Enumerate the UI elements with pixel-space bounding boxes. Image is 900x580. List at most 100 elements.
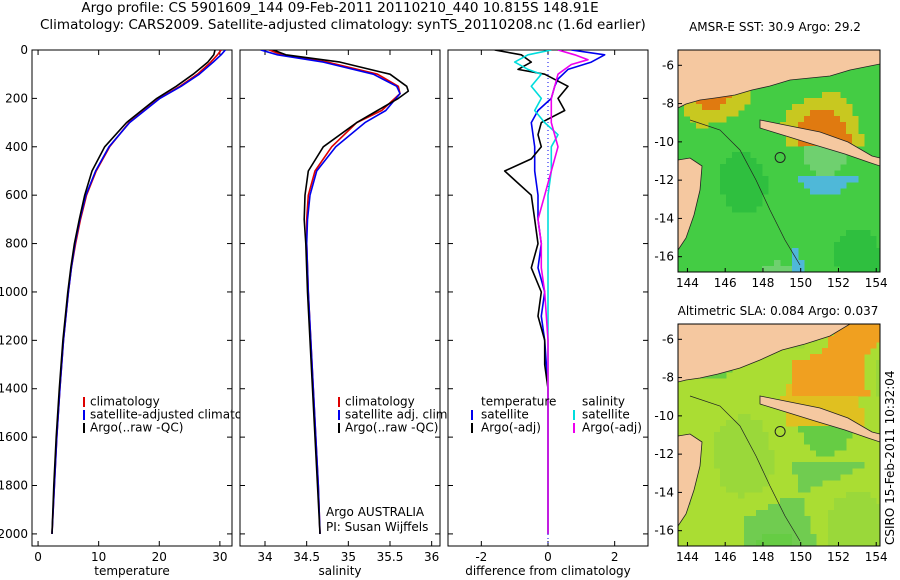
map-cell xyxy=(834,516,841,523)
map-cell xyxy=(702,98,709,105)
map-cell xyxy=(810,474,817,481)
map-cell xyxy=(804,360,811,367)
map-cell xyxy=(876,260,880,267)
map-cell xyxy=(738,194,745,201)
map-cell xyxy=(762,474,769,481)
map-cell xyxy=(864,336,871,343)
map-cell xyxy=(858,462,865,469)
map-cell xyxy=(768,456,775,463)
map-cell xyxy=(834,408,841,415)
map-cell xyxy=(858,420,865,427)
map-cell xyxy=(732,432,739,439)
map-cell xyxy=(768,504,775,511)
map-cell xyxy=(840,462,847,469)
map-cell xyxy=(816,110,823,117)
map-cell xyxy=(876,372,880,379)
map-cell xyxy=(804,522,811,529)
map-cell xyxy=(822,348,829,355)
map-cell xyxy=(840,432,847,439)
map-cell xyxy=(804,426,811,433)
map-cell xyxy=(864,242,871,249)
map-cell xyxy=(768,534,775,541)
map-cell xyxy=(834,254,841,261)
map-cell xyxy=(810,360,817,367)
map-cell xyxy=(828,534,835,541)
map-cell xyxy=(858,236,865,243)
map-cell xyxy=(870,330,877,337)
map-cell xyxy=(744,420,751,427)
x-tick-label: 35.5 xyxy=(377,550,404,564)
map-cell xyxy=(768,510,775,517)
map-cell xyxy=(846,116,853,123)
y-tick-label: 200 xyxy=(5,91,28,105)
map-cell xyxy=(804,116,811,123)
map-cell xyxy=(744,468,751,475)
map-cell xyxy=(822,188,829,195)
map-cell xyxy=(852,248,859,255)
map-cell xyxy=(804,176,811,183)
map-cell xyxy=(786,504,793,511)
map-cell xyxy=(810,540,817,546)
map-cell xyxy=(870,516,877,523)
map-cell xyxy=(822,438,829,445)
map-cell xyxy=(762,510,769,517)
map-cell xyxy=(828,342,835,349)
map-cell xyxy=(750,164,757,171)
map-cell xyxy=(792,498,799,505)
map-cell xyxy=(870,528,877,535)
map-cell xyxy=(828,384,835,391)
map-cell xyxy=(726,182,733,189)
map-cell xyxy=(768,528,775,535)
map-cell xyxy=(792,248,799,255)
map-cell xyxy=(798,462,805,469)
map-cell xyxy=(726,104,733,111)
map-cell xyxy=(792,528,799,535)
map-cell xyxy=(816,128,823,135)
map-cell xyxy=(702,110,709,117)
map-cell xyxy=(852,402,859,409)
map-cell xyxy=(756,456,763,463)
map-cell xyxy=(846,378,853,385)
map-cell xyxy=(816,122,823,129)
legend-salinity-header: salinity xyxy=(582,395,625,409)
map-cell xyxy=(732,438,739,445)
map-cell xyxy=(798,540,805,546)
map-cell xyxy=(822,170,829,177)
map-cell xyxy=(822,104,829,111)
map-cell xyxy=(810,182,817,189)
map-cell xyxy=(834,432,841,439)
map-cell xyxy=(792,266,799,272)
map-cell xyxy=(840,498,847,505)
map-cell xyxy=(732,152,739,159)
map-cell xyxy=(798,480,805,487)
map-cell xyxy=(846,540,853,546)
map-cell xyxy=(852,342,859,349)
map-y-tick-label: -8 xyxy=(662,97,674,111)
map-cell xyxy=(732,456,739,463)
map-cell xyxy=(738,188,745,195)
map-cell xyxy=(852,254,859,261)
map-cell xyxy=(846,366,853,373)
map-y-tick-label: -12 xyxy=(654,173,674,187)
map-cell xyxy=(720,164,727,171)
map-cell xyxy=(750,200,757,207)
map-cell xyxy=(816,182,823,189)
map-cell xyxy=(786,522,793,529)
map-cell xyxy=(786,498,793,505)
map-cell xyxy=(846,104,853,111)
map-cell xyxy=(822,128,829,135)
map-cell xyxy=(810,426,817,433)
map-cell xyxy=(834,110,841,117)
map-cell xyxy=(840,438,847,445)
map-cell xyxy=(798,474,805,481)
map-cell xyxy=(726,188,733,195)
map-cell xyxy=(852,122,859,129)
map-cell xyxy=(744,152,751,159)
map-cell xyxy=(870,242,877,249)
map-cell xyxy=(696,116,703,123)
map-cell xyxy=(828,104,835,111)
map-cell xyxy=(834,336,841,343)
map-cell xyxy=(756,516,763,523)
map-cell xyxy=(732,444,739,451)
map-cell xyxy=(798,140,805,147)
